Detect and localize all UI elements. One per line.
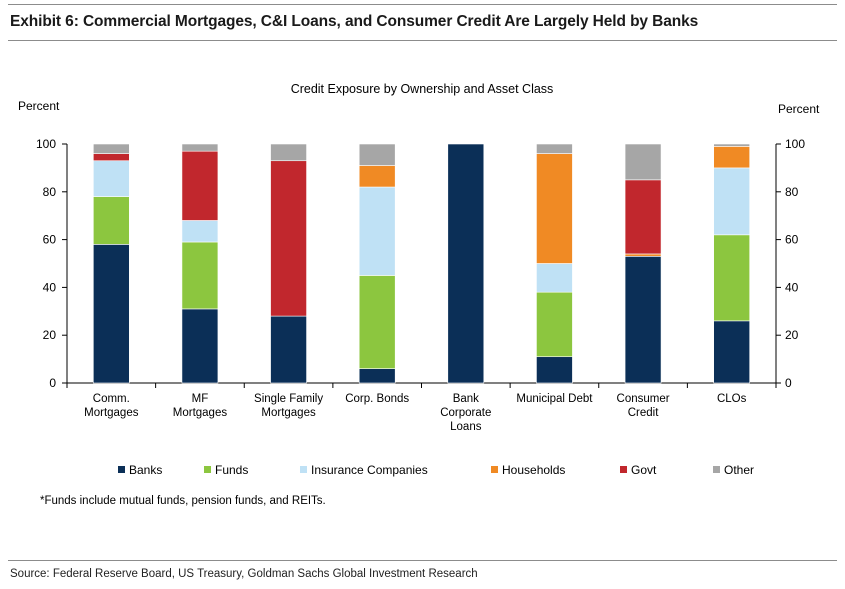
y-tick-label-right: 80 xyxy=(785,185,799,199)
bar-segment-govt xyxy=(270,160,307,317)
bar-segment-banks xyxy=(270,315,307,384)
legend-swatch xyxy=(300,466,307,473)
x-category-label-line: Bank xyxy=(453,393,479,405)
bar-segment-other xyxy=(270,143,307,162)
bar-segment-insurance-companies xyxy=(536,263,573,293)
bar-segment-other xyxy=(624,143,662,181)
bar-segment-other xyxy=(93,143,130,154)
x-category-label: Corp. Bonds xyxy=(345,393,409,405)
bar-segment-households xyxy=(536,153,573,264)
bar-segment-funds xyxy=(181,241,219,310)
x-category-label-line: Mortgages xyxy=(261,407,316,419)
bar-segment-banks xyxy=(93,244,130,384)
top-rule xyxy=(8,4,837,5)
bar-segment-other xyxy=(536,143,573,154)
y-tick-label-right: 0 xyxy=(785,376,792,390)
x-category-label-line: MF xyxy=(192,393,209,405)
bar-segment-households xyxy=(358,165,396,188)
legend-swatch xyxy=(204,466,211,473)
bar-segment-govt xyxy=(624,179,662,255)
legend-label: Insurance Companies xyxy=(311,463,428,477)
bar-segment-households xyxy=(713,146,750,169)
y-tick-label-left: 0 xyxy=(49,376,56,390)
stacked-bar-chart: Credit Exposure by Ownership and Asset C… xyxy=(18,82,820,477)
y-axis-label-right: Percent xyxy=(778,102,820,116)
bar-segment-insurance-companies xyxy=(713,167,750,236)
legend-label: Banks xyxy=(129,463,162,477)
x-category-label: Municipal Debt xyxy=(516,393,593,405)
y-tick-label-left: 20 xyxy=(43,328,57,342)
bar-segment-insurance-companies xyxy=(358,186,396,276)
source-rule xyxy=(8,560,837,561)
x-category-label-line: Single Family xyxy=(254,393,323,405)
x-category-label-line: Mortgages xyxy=(173,407,228,419)
bar-segment-other xyxy=(713,143,750,147)
y-tick-label-right: 100 xyxy=(785,137,805,151)
bar-segment-funds xyxy=(358,275,396,369)
chart-title: Credit Exposure by Ownership and Asset C… xyxy=(291,82,554,96)
exhibit-title: Exhibit 6: Commercial Mortgages, C&I Loa… xyxy=(10,13,699,30)
x-category-label-line: CLOs xyxy=(717,393,747,405)
y-tick-label-left: 80 xyxy=(43,185,57,199)
x-category-label-line: Comm. xyxy=(93,393,130,405)
x-category-label: Bank Corporate Loans xyxy=(440,393,491,433)
x-category-label: MF Mortgages xyxy=(173,393,228,419)
source-note: Source: Federal Reserve Board, US Treasu… xyxy=(10,568,478,580)
title-rule xyxy=(8,40,837,41)
bar-segment-govt xyxy=(181,150,219,221)
y-axis-label-left: Percent xyxy=(18,99,60,113)
bar-segment-banks xyxy=(713,320,750,384)
x-category-label-line: Municipal Debt xyxy=(516,393,593,405)
y-tick-label-left: 100 xyxy=(36,137,56,151)
legend-label: Govt xyxy=(631,463,657,477)
x-category-label-line: Mortgages xyxy=(84,407,139,419)
bar-segment-households xyxy=(624,253,662,257)
bar-segment-insurance-companies xyxy=(93,160,130,197)
x-category-label-line: Loans xyxy=(450,421,482,433)
bar-segment-funds xyxy=(536,291,573,358)
bar-segment-other xyxy=(358,143,396,166)
bar-segment-other xyxy=(181,143,219,152)
bar-segment-banks xyxy=(181,308,219,384)
x-category-label: CLOs xyxy=(717,393,747,405)
footnote: *Funds include mutual funds, pension fun… xyxy=(40,495,326,507)
x-category-label-line: Corporate xyxy=(440,407,491,419)
x-category-label-line: Consumer xyxy=(617,393,670,405)
x-category-label: Comm. Mortgages xyxy=(84,393,139,419)
y-tick-label-right: 40 xyxy=(785,280,799,294)
x-category-label-line: Credit xyxy=(628,407,659,419)
legend-swatch xyxy=(713,466,720,473)
x-category-label: Consumer Credit xyxy=(617,393,670,419)
y-tick-label-right: 60 xyxy=(785,233,799,247)
legend-swatch xyxy=(620,466,627,473)
bar-segment-funds xyxy=(93,196,130,245)
bar-segment-banks xyxy=(358,368,396,384)
y-tick-label-left: 40 xyxy=(43,280,57,294)
bar-segment-funds xyxy=(713,234,750,322)
legend-swatch xyxy=(118,466,125,473)
legend-swatch xyxy=(491,466,498,473)
legend-label: Funds xyxy=(215,463,248,477)
y-tick-label-left: 60 xyxy=(43,233,57,247)
y-tick-label-right: 20 xyxy=(785,328,799,342)
bar-segment-banks xyxy=(624,256,662,384)
legend-label: Other xyxy=(724,463,754,477)
x-category-label-line: Corp. Bonds xyxy=(345,393,409,405)
bar-segment-banks xyxy=(447,143,485,384)
bar-segment-govt xyxy=(93,153,130,162)
legend-label: Households xyxy=(502,463,565,477)
x-category-label: Single Family Mortgages xyxy=(254,393,323,419)
bar-segment-insurance-companies xyxy=(181,220,219,243)
bar-segment-banks xyxy=(536,356,573,384)
